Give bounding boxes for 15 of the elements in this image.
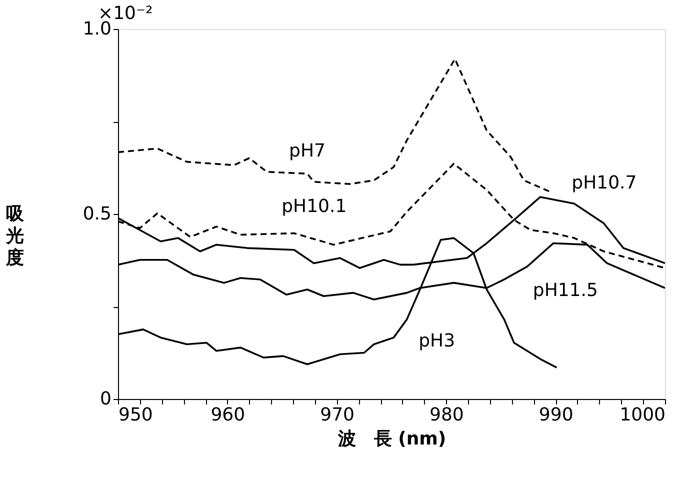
x-tick-label: 950: [118, 404, 153, 426]
x-tick-label: 960: [210, 404, 246, 426]
y-tick-label: 0: [100, 388, 112, 410]
x-tick-label: 1000: [620, 404, 666, 426]
x-tick-label: 970: [320, 404, 354, 426]
x-axis-title: 波 長 (nm): [336, 428, 446, 450]
series-label: pH3: [418, 330, 456, 352]
y-tick-label: 0.5: [82, 204, 112, 224]
series-label: pH10.1: [282, 196, 347, 218]
x-tick-label: 980: [430, 404, 464, 426]
x-tick-label: 990: [538, 404, 574, 426]
series-label: pH10.7: [572, 172, 637, 194]
series-label: pH11.5: [532, 280, 598, 302]
y-axis-title: 吸光度: [4, 204, 25, 268]
series-label: pH7: [289, 140, 326, 162]
